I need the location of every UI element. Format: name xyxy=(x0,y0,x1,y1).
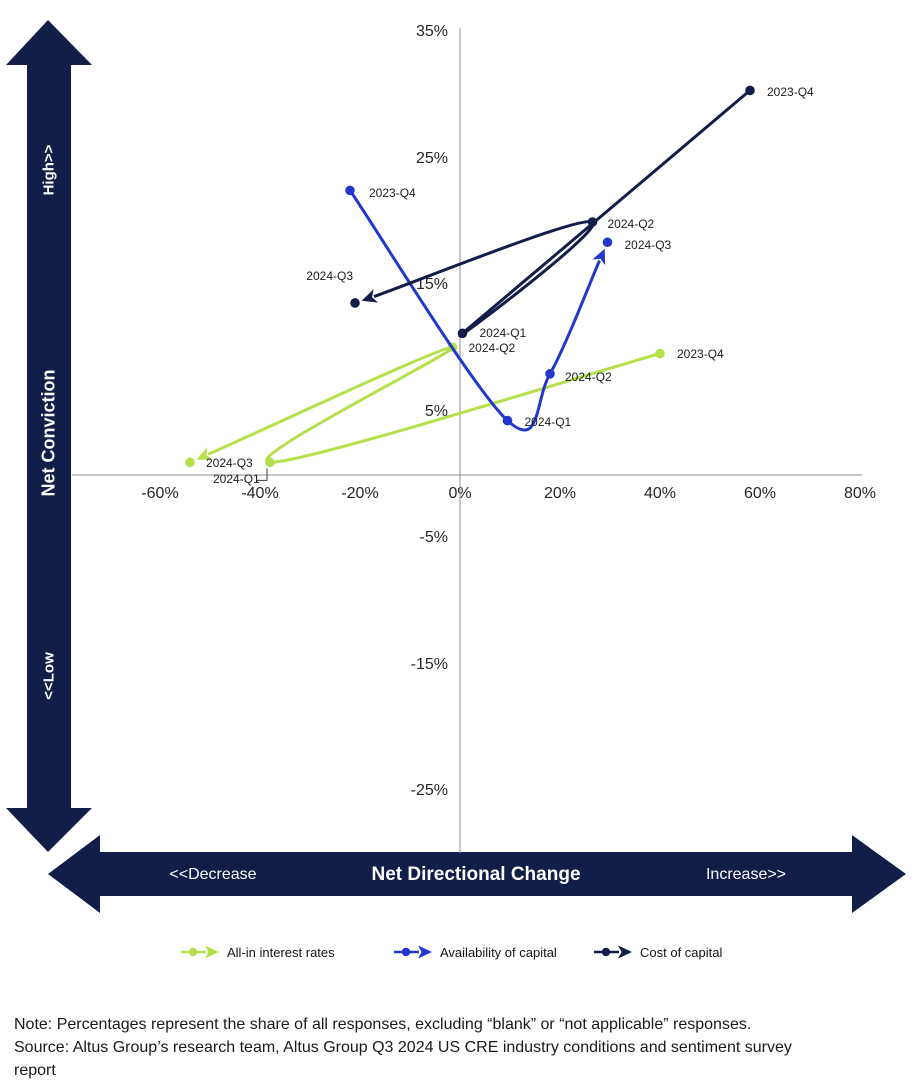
data-point-marker xyxy=(350,298,360,308)
net-conviction-axis-arrow xyxy=(6,20,92,852)
legend-arrow-icon xyxy=(181,945,219,959)
y-tick-label: -15% xyxy=(410,655,448,673)
net-directional-change-axis-arrow xyxy=(48,835,906,913)
label-connector xyxy=(256,468,268,481)
source-text-continued: report xyxy=(14,1062,56,1079)
data-point-marker xyxy=(502,415,513,426)
data-point-marker xyxy=(545,369,555,379)
x-tick-label: 40% xyxy=(643,485,677,502)
data-point-marker xyxy=(587,217,598,227)
legend-item-label: All-in interest rates xyxy=(227,944,335,960)
x-tick-label: 60% xyxy=(743,485,777,502)
x-axis-decrease-label: <<Decrease xyxy=(169,866,257,883)
legend-item-cost-of-capital: Cost of capital xyxy=(593,944,722,960)
y-axis-high-label: High>> xyxy=(40,144,58,196)
data-point-marker xyxy=(745,85,755,96)
footnote: Note: Percentages represent the share of… xyxy=(14,1013,792,1082)
legend-item-label: Cost of capital xyxy=(640,944,723,960)
y-tick-label: 5% xyxy=(424,402,448,420)
y-axis-title: Net Conviction xyxy=(38,369,59,497)
y-tick-label: -5% xyxy=(419,529,448,547)
y-tick-label: -25% xyxy=(410,782,448,800)
series-layer xyxy=(185,85,755,481)
legend-item-availability-of-capital: Availability of capital xyxy=(393,944,557,960)
x-tick-label: 80% xyxy=(843,485,877,502)
data-point-marker xyxy=(265,457,275,468)
series-arrowhead-cost-of-capital xyxy=(361,289,379,303)
data-point-marker xyxy=(185,457,195,468)
series-line-all-in-interest-rates xyxy=(207,345,661,464)
x-tick-label: -60% xyxy=(141,485,179,502)
y-axis-low-label: <<Low xyxy=(40,652,58,700)
legend-item-label: Availability of capital xyxy=(440,944,557,960)
series-line-availability-of-capital xyxy=(348,189,601,432)
y-tick-label: 15% xyxy=(415,276,448,294)
x-axis-increase-label: Increase>> xyxy=(705,866,787,883)
data-point-marker xyxy=(655,348,665,359)
series-arrowhead-all-in-interest-rates xyxy=(196,447,213,460)
note-text: Note: Percentages represent the share of… xyxy=(14,1016,752,1033)
series-arrowhead-availability-of-capital xyxy=(592,248,606,266)
x-tick-label: -20% xyxy=(341,485,379,502)
x-tick-label: -40% xyxy=(241,485,279,502)
y-tick-label: 35% xyxy=(415,23,448,41)
x-tick-label: 20% xyxy=(543,485,577,502)
series-line-cost-of-capital xyxy=(373,89,751,338)
data-point-marker xyxy=(457,328,468,339)
x-axis-title: Net Directional Change xyxy=(371,864,581,885)
y-tick-label: 25% xyxy=(415,149,448,167)
legend-arrow-icon xyxy=(594,945,632,959)
legend-arrow-icon xyxy=(394,945,432,959)
data-point-marker xyxy=(602,237,613,248)
data-point-marker xyxy=(345,185,355,196)
chart-canvas xyxy=(6,20,906,913)
legend-item-all-in-interest-rates: All-in interest rates xyxy=(180,944,335,960)
source-text: Source: Altus Group’s research team, Alt… xyxy=(14,1039,792,1056)
